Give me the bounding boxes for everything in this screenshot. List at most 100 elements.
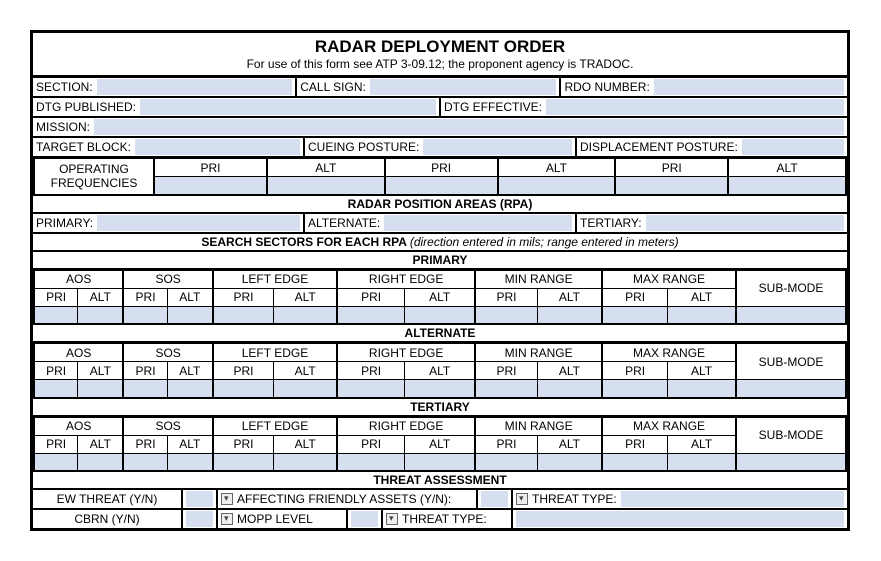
search-section-primary-header: PRIMARY bbox=[33, 252, 847, 270]
search-alternate-submode-input[interactable] bbox=[736, 380, 846, 398]
subcol-pri: PRI bbox=[337, 362, 405, 380]
subcol-pri: PRI bbox=[34, 362, 78, 380]
radar-deployment-order-form: RADAR DEPLOYMENT ORDER For use of this f… bbox=[30, 30, 850, 531]
search-alternate-field-7[interactable] bbox=[405, 380, 475, 398]
search-tertiary-field-10[interactable] bbox=[602, 453, 667, 471]
dropdown-icon[interactable] bbox=[221, 493, 233, 505]
rpa-alternate-input[interactable] bbox=[384, 215, 572, 231]
dropdown-icon[interactable] bbox=[386, 513, 398, 525]
displacement-posture-label: DISPLACEMENT POSTURE: bbox=[580, 140, 738, 154]
search-alternate-field-2[interactable] bbox=[123, 380, 167, 398]
col-sos: SOS bbox=[123, 344, 212, 362]
search-tertiary-field-3[interactable] bbox=[167, 453, 213, 471]
search-primary-field-6[interactable] bbox=[337, 306, 405, 324]
search-alternate-field-6[interactable] bbox=[337, 380, 405, 398]
callsign-input[interactable] bbox=[370, 79, 557, 95]
freq-alt-1-input[interactable] bbox=[267, 177, 385, 195]
search-alternate-field-1[interactable] bbox=[78, 380, 124, 398]
search-tertiary-field-11[interactable] bbox=[668, 453, 736, 471]
freq-alt-3-input[interactable] bbox=[728, 177, 846, 195]
col-right-edge: RIGHT EDGE bbox=[337, 270, 475, 288]
search-alternate-field-4[interactable] bbox=[213, 380, 274, 398]
search-primary-field-10[interactable] bbox=[602, 306, 667, 324]
rdo-cell: RDO NUMBER: bbox=[561, 78, 847, 96]
subcol-alt: ALT bbox=[405, 288, 475, 306]
search-sectors-note: (direction entered in mils; range entere… bbox=[410, 235, 679, 249]
subcol-pri: PRI bbox=[213, 435, 274, 453]
search-alternate-field-0[interactable] bbox=[34, 380, 78, 398]
rpa-tertiary-input[interactable] bbox=[646, 215, 844, 231]
search-primary-field-4[interactable] bbox=[213, 306, 274, 324]
mopp-level-label: MOPP LEVEL bbox=[237, 512, 313, 526]
search-primary-field-2[interactable] bbox=[123, 306, 167, 324]
mopp-level-input[interactable] bbox=[351, 511, 378, 527]
search-primary-field-3[interactable] bbox=[167, 306, 213, 324]
displacement-posture-input[interactable] bbox=[742, 139, 844, 155]
search-alternate-field-11[interactable] bbox=[668, 380, 736, 398]
col-sos: SOS bbox=[123, 417, 212, 435]
subcol-alt: ALT bbox=[78, 435, 124, 453]
subcol-alt: ALT bbox=[274, 435, 337, 453]
search-alternate-field-3[interactable] bbox=[167, 380, 213, 398]
subcol-alt: ALT bbox=[78, 288, 124, 306]
search-alternate-field-9[interactable] bbox=[537, 380, 602, 398]
search-tertiary-field-2[interactable] bbox=[123, 453, 167, 471]
mopp-level-cell: MOPP LEVEL bbox=[218, 510, 348, 528]
dtg-effective-input[interactable] bbox=[546, 99, 844, 115]
rpa-primary-input[interactable] bbox=[97, 215, 300, 231]
search-tertiary-field-4[interactable] bbox=[213, 453, 274, 471]
target-block-input[interactable] bbox=[135, 139, 300, 155]
threat-type2-input[interactable] bbox=[516, 511, 844, 527]
search-alternate-field-5[interactable] bbox=[274, 380, 337, 398]
dtg-published-input[interactable] bbox=[140, 99, 436, 115]
freq-pri-3-input[interactable] bbox=[615, 177, 728, 195]
search-primary-field-1[interactable] bbox=[78, 306, 124, 324]
freq-alt-2-input[interactable] bbox=[498, 177, 616, 195]
search-primary-submode-input[interactable] bbox=[736, 306, 846, 324]
subcol-pri: PRI bbox=[123, 362, 167, 380]
threat-type-cell: THREAT TYPE: bbox=[513, 490, 847, 508]
freq-pri-1-input[interactable] bbox=[154, 177, 267, 195]
threat-type-input[interactable] bbox=[621, 491, 844, 507]
search-sectors-title: SEARCH SECTORS FOR EACH RPA bbox=[201, 235, 406, 249]
freq-alt-1: ALT bbox=[267, 159, 385, 177]
subcol-alt: ALT bbox=[167, 362, 213, 380]
search-alternate-field-10[interactable] bbox=[602, 380, 667, 398]
cueing-posture-input[interactable] bbox=[423, 139, 572, 155]
threat-assessment-header: THREAT ASSESSMENT bbox=[33, 472, 847, 490]
cbrn-input[interactable] bbox=[186, 511, 213, 527]
section-input[interactable] bbox=[97, 79, 293, 95]
rpa-header: RADAR POSITION AREAS (RPA) bbox=[33, 196, 847, 214]
search-alternate-field-8[interactable] bbox=[475, 380, 537, 398]
subcol-alt: ALT bbox=[78, 362, 124, 380]
search-primary-field-11[interactable] bbox=[668, 306, 736, 324]
search-tertiary-field-8[interactable] bbox=[475, 453, 537, 471]
search-tertiary-field-6[interactable] bbox=[337, 453, 405, 471]
subcol-pri: PRI bbox=[123, 435, 167, 453]
search-tertiary-field-7[interactable] bbox=[405, 453, 475, 471]
dropdown-icon[interactable] bbox=[221, 513, 233, 525]
search-tertiary-submode-input[interactable] bbox=[736, 453, 846, 471]
mission-input[interactable] bbox=[94, 119, 844, 135]
col-sub-mode: SUB-MODE bbox=[736, 344, 846, 380]
search-tertiary-field-0[interactable] bbox=[34, 453, 78, 471]
search-primary-field-9[interactable] bbox=[537, 306, 602, 324]
search-primary-field-0[interactable] bbox=[34, 306, 78, 324]
callsign-cell: CALL SIGN: bbox=[297, 78, 561, 96]
section-cell: SECTION: bbox=[33, 78, 297, 96]
col-aos: AOS bbox=[34, 417, 123, 435]
search-primary-field-7[interactable] bbox=[405, 306, 475, 324]
ew-threat-input[interactable] bbox=[186, 491, 213, 507]
search-tertiary-field-5[interactable] bbox=[274, 453, 337, 471]
dropdown-icon[interactable] bbox=[516, 493, 528, 505]
freq-pri-2-input[interactable] bbox=[385, 177, 498, 195]
search-tertiary-field-1[interactable] bbox=[78, 453, 124, 471]
affecting-friendly-input[interactable] bbox=[481, 491, 508, 507]
search-tertiary-field-9[interactable] bbox=[537, 453, 602, 471]
search-primary-field-5[interactable] bbox=[274, 306, 337, 324]
freq-alt-2: ALT bbox=[498, 159, 616, 177]
rdo-input[interactable] bbox=[654, 79, 844, 95]
search-primary-field-8[interactable] bbox=[475, 306, 537, 324]
dtg-published-cell: DTG PUBLISHED: bbox=[33, 98, 441, 116]
freq-pri-2: PRI bbox=[385, 159, 498, 177]
